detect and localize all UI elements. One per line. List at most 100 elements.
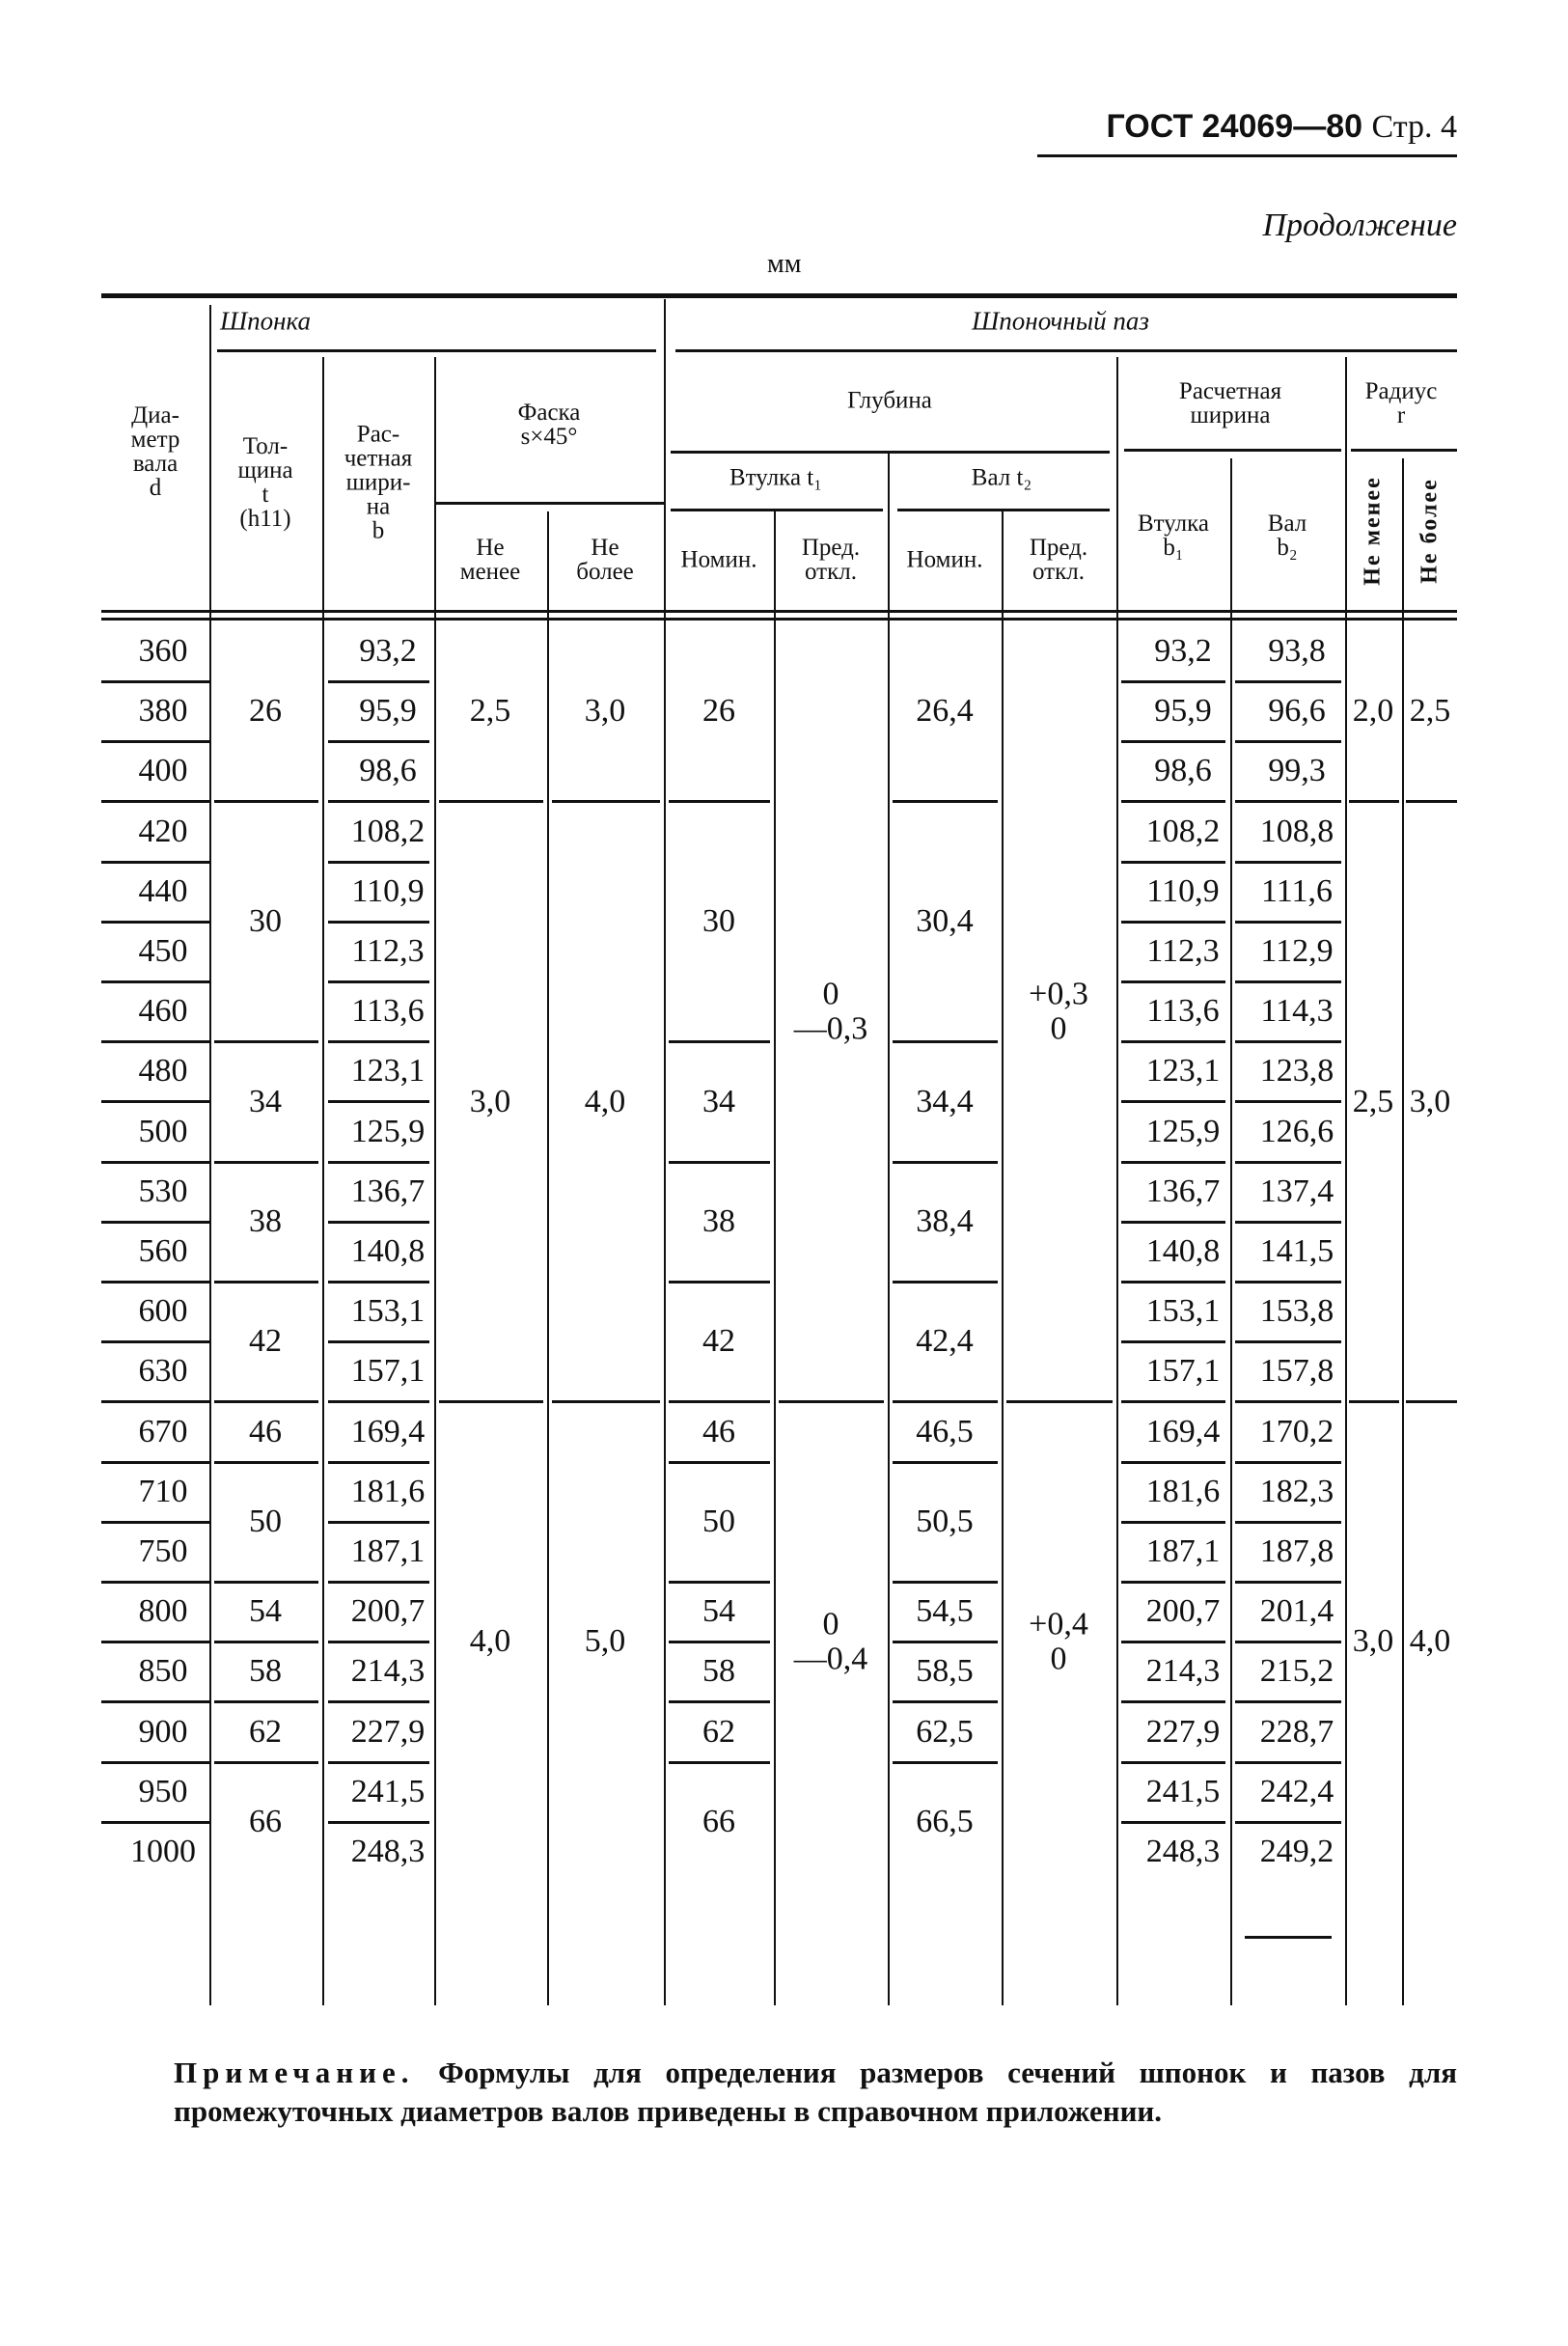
group-underline	[1406, 800, 1457, 804]
column-divider	[888, 454, 890, 2005]
cell-underline	[101, 1040, 209, 1044]
cell-underline	[1235, 800, 1341, 804]
group-underline	[893, 1281, 998, 1283]
group-cell-t2: 62,5	[916, 1713, 974, 1750]
cell-underline	[1121, 1760, 1225, 1764]
column-divider	[434, 357, 436, 2005]
cell-b1: 227,9	[1145, 1713, 1221, 1750]
cell-b: 140,8	[350, 1233, 426, 1270]
group-underline	[669, 1040, 770, 1044]
cell-b: 110,9	[351, 872, 425, 909]
cell-b1: 98,6	[1154, 753, 1212, 789]
group-underline	[1406, 1400, 1457, 1404]
header-bottom-rule	[101, 610, 1457, 613]
cell-b2: 114,3	[1260, 993, 1334, 1030]
group-underline	[214, 1641, 318, 1644]
group-cell-chamfer-max: 3,0	[584, 693, 626, 730]
cell-b2: 242,4	[1259, 1773, 1334, 1809]
group-underline	[893, 1040, 998, 1044]
group-underline	[214, 1581, 318, 1584]
cell-b: 248,3	[350, 1834, 426, 1870]
cell-underline	[101, 1400, 209, 1404]
cell-b: 136,7	[350, 1173, 426, 1209]
column-divider	[1230, 458, 1232, 2005]
cell-b1: 110,9	[1146, 872, 1220, 909]
cell-d: 1000	[130, 1834, 196, 1870]
cell-b2: 170,2	[1259, 1413, 1334, 1449]
header-t2-nominal: Номин.	[906, 546, 983, 573]
group-underline	[214, 1281, 318, 1283]
cell-underline	[1121, 1400, 1225, 1404]
cell-underline	[1121, 740, 1225, 744]
group-cell-t: 26	[249, 693, 282, 730]
cell-b: 181,6	[350, 1473, 426, 1509]
header-hub-b1: Втулка b₁	[1137, 511, 1210, 561]
cell-b: 112,3	[351, 933, 425, 970]
cell-b2: 157,8	[1259, 1353, 1334, 1390]
units-label: мм	[767, 249, 802, 279]
cell-underline	[328, 1040, 429, 1044]
cell-b2: 123,8	[1259, 1053, 1334, 1090]
group-underline	[893, 1400, 998, 1404]
header-chamfer-min: Не менее	[459, 535, 521, 585]
cell-underline	[1235, 980, 1341, 983]
cell-d: 440	[138, 872, 188, 909]
column-divider	[664, 299, 666, 2005]
stray-rule	[1245, 1936, 1332, 1939]
cell-underline	[1235, 740, 1341, 744]
cell-b2: 153,8	[1259, 1293, 1334, 1330]
cell-underline	[328, 1160, 429, 1164]
group-cell-t1: 42	[702, 1323, 735, 1360]
column-divider	[209, 305, 211, 2005]
group-cell-t1: 50	[702, 1504, 735, 1540]
group-underline	[893, 1760, 998, 1764]
group-cell-t1: 30	[702, 903, 735, 940]
header-thickness: Тол-щина t (h11)	[237, 433, 293, 532]
group-cell-t1: 54	[702, 1593, 735, 1630]
group-cell-t: 42	[249, 1323, 282, 1360]
group-cell-chamfer-min: 4,0	[469, 1623, 511, 1660]
group-cell-t2: 38,4	[916, 1203, 974, 1240]
cell-underline	[328, 1460, 429, 1464]
cell-underline	[1121, 1340, 1225, 1344]
cell-underline	[1235, 1460, 1341, 1464]
cell-underline	[101, 1160, 209, 1164]
group-cell-t2: 50,5	[916, 1504, 974, 1540]
group-underline	[669, 1460, 770, 1464]
cell-b: 241,5	[350, 1773, 426, 1809]
header-top-rule	[101, 293, 1457, 298]
header-t1-tolerance: Пред. откл.	[801, 535, 861, 585]
group-cell-r-min: 2,0	[1352, 693, 1394, 730]
cell-b1: 153,1	[1145, 1293, 1221, 1330]
header-radius-max: Не более	[1417, 478, 1443, 584]
group-underline	[1006, 1400, 1113, 1404]
cell-underline	[1235, 1100, 1341, 1104]
group-cell-t: 66	[249, 1804, 282, 1840]
group-cell-chamfer-min: 3,0	[469, 1083, 511, 1119]
cell-b1: 214,3	[1145, 1653, 1221, 1690]
group-underline	[893, 800, 998, 804]
cell-b1: 187,1	[1145, 1533, 1221, 1570]
group-cell-t1: 34	[702, 1083, 735, 1119]
cell-b2: 93,8	[1268, 633, 1326, 670]
note-label: Примечание.	[174, 2056, 415, 2089]
group-cell-r-max: 2,5	[1409, 693, 1451, 730]
group-cell-r-min: 3,0	[1352, 1623, 1394, 1660]
cell-underline	[1121, 1460, 1225, 1464]
column-divider	[1345, 357, 1347, 2005]
cell-underline	[328, 920, 429, 924]
column-divider	[547, 511, 549, 2005]
cell-underline	[1235, 1581, 1341, 1584]
group-underline	[669, 800, 770, 804]
cell-underline	[1121, 680, 1225, 683]
cell-d: 850	[138, 1653, 188, 1690]
cell-underline	[328, 740, 429, 744]
cell-underline	[328, 1700, 429, 1704]
cell-underline	[328, 680, 429, 683]
group-cell-t1: 46	[702, 1413, 735, 1449]
cell-underline	[1235, 1641, 1341, 1644]
cell-b1: 113,6	[1146, 993, 1220, 1030]
cell-b1: 95,9	[1154, 693, 1212, 730]
cell-underline	[1235, 1340, 1341, 1344]
cell-underline	[1121, 1700, 1225, 1704]
